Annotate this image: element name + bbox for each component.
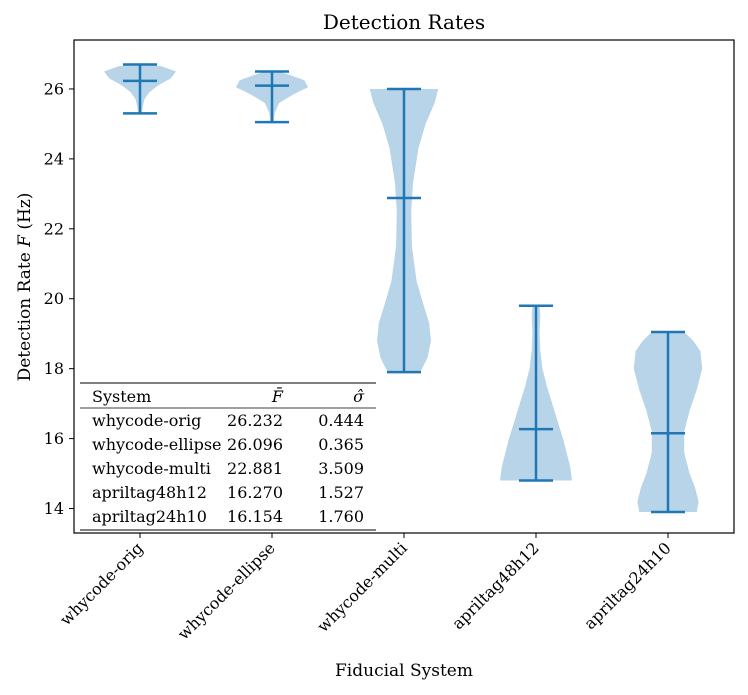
violins-layer — [104, 63, 703, 514]
table-cell-system: apriltag48h12 — [92, 483, 207, 502]
plot-frame — [73, 39, 735, 534]
table-cell-std: 1.527 — [318, 483, 364, 502]
y-tick-label: 14 — [44, 499, 64, 518]
violin-apriltag24h10 — [633, 330, 703, 514]
table-cell-system: whycode-multi — [92, 459, 211, 478]
stats-table: System F̄ σ̂ whycode-orig 26.232 0.444 whycode… — [80, 382, 376, 532]
violin-whycode-ellipse — [236, 70, 308, 124]
table-cell-std: 0.365 — [318, 435, 364, 454]
y-axis-label-var: F — [15, 234, 35, 248]
table-cell-std: 3.509 — [318, 459, 364, 478]
y-axis-label-text: Detection Rate — [15, 247, 35, 382]
table-cell-mean: 26.096 — [227, 435, 283, 454]
table-cell-mean: 22.881 — [227, 459, 283, 478]
table-cell-mean: 16.154 — [227, 507, 283, 526]
table-header-system: System — [92, 387, 151, 406]
table-cell-mean: 26.232 — [227, 411, 283, 430]
violin-whycode-orig — [104, 63, 176, 115]
violin-apriltag48h12 — [500, 304, 572, 482]
y-tick-label: 16 — [44, 429, 64, 448]
y-axis-label: Detection Rate F (Hz) — [15, 193, 35, 382]
y-axis-label-unit: (Hz) — [15, 193, 35, 235]
chart-title: Detection Rates — [323, 10, 485, 34]
table-cell-mean: 16.270 — [227, 483, 283, 502]
violin-whycode-multi — [369, 87, 439, 374]
y-tick-label: 20 — [44, 289, 64, 308]
table-cell-std: 1.760 — [318, 507, 364, 526]
table-cell-system: whycode-orig — [92, 411, 201, 430]
table-cell-std: 0.444 — [318, 411, 364, 430]
y-tick-label: 18 — [44, 359, 64, 378]
y-tick-label: 22 — [44, 219, 64, 238]
table-header-mean: F̄ — [271, 385, 284, 406]
table-cell-system: apriltag24h10 — [92, 507, 207, 526]
y-axis: 14 16 18 20 22 24 26 — [44, 79, 74, 518]
stats-table-background — [80, 382, 376, 532]
table-header-std: σ̂ — [353, 387, 365, 406]
y-tick-label: 24 — [44, 149, 64, 168]
x-axis-label: Fiducial System — [335, 661, 473, 681]
y-tick-label: 26 — [44, 79, 64, 98]
table-cell-system: whycode-ellipse — [92, 435, 222, 454]
